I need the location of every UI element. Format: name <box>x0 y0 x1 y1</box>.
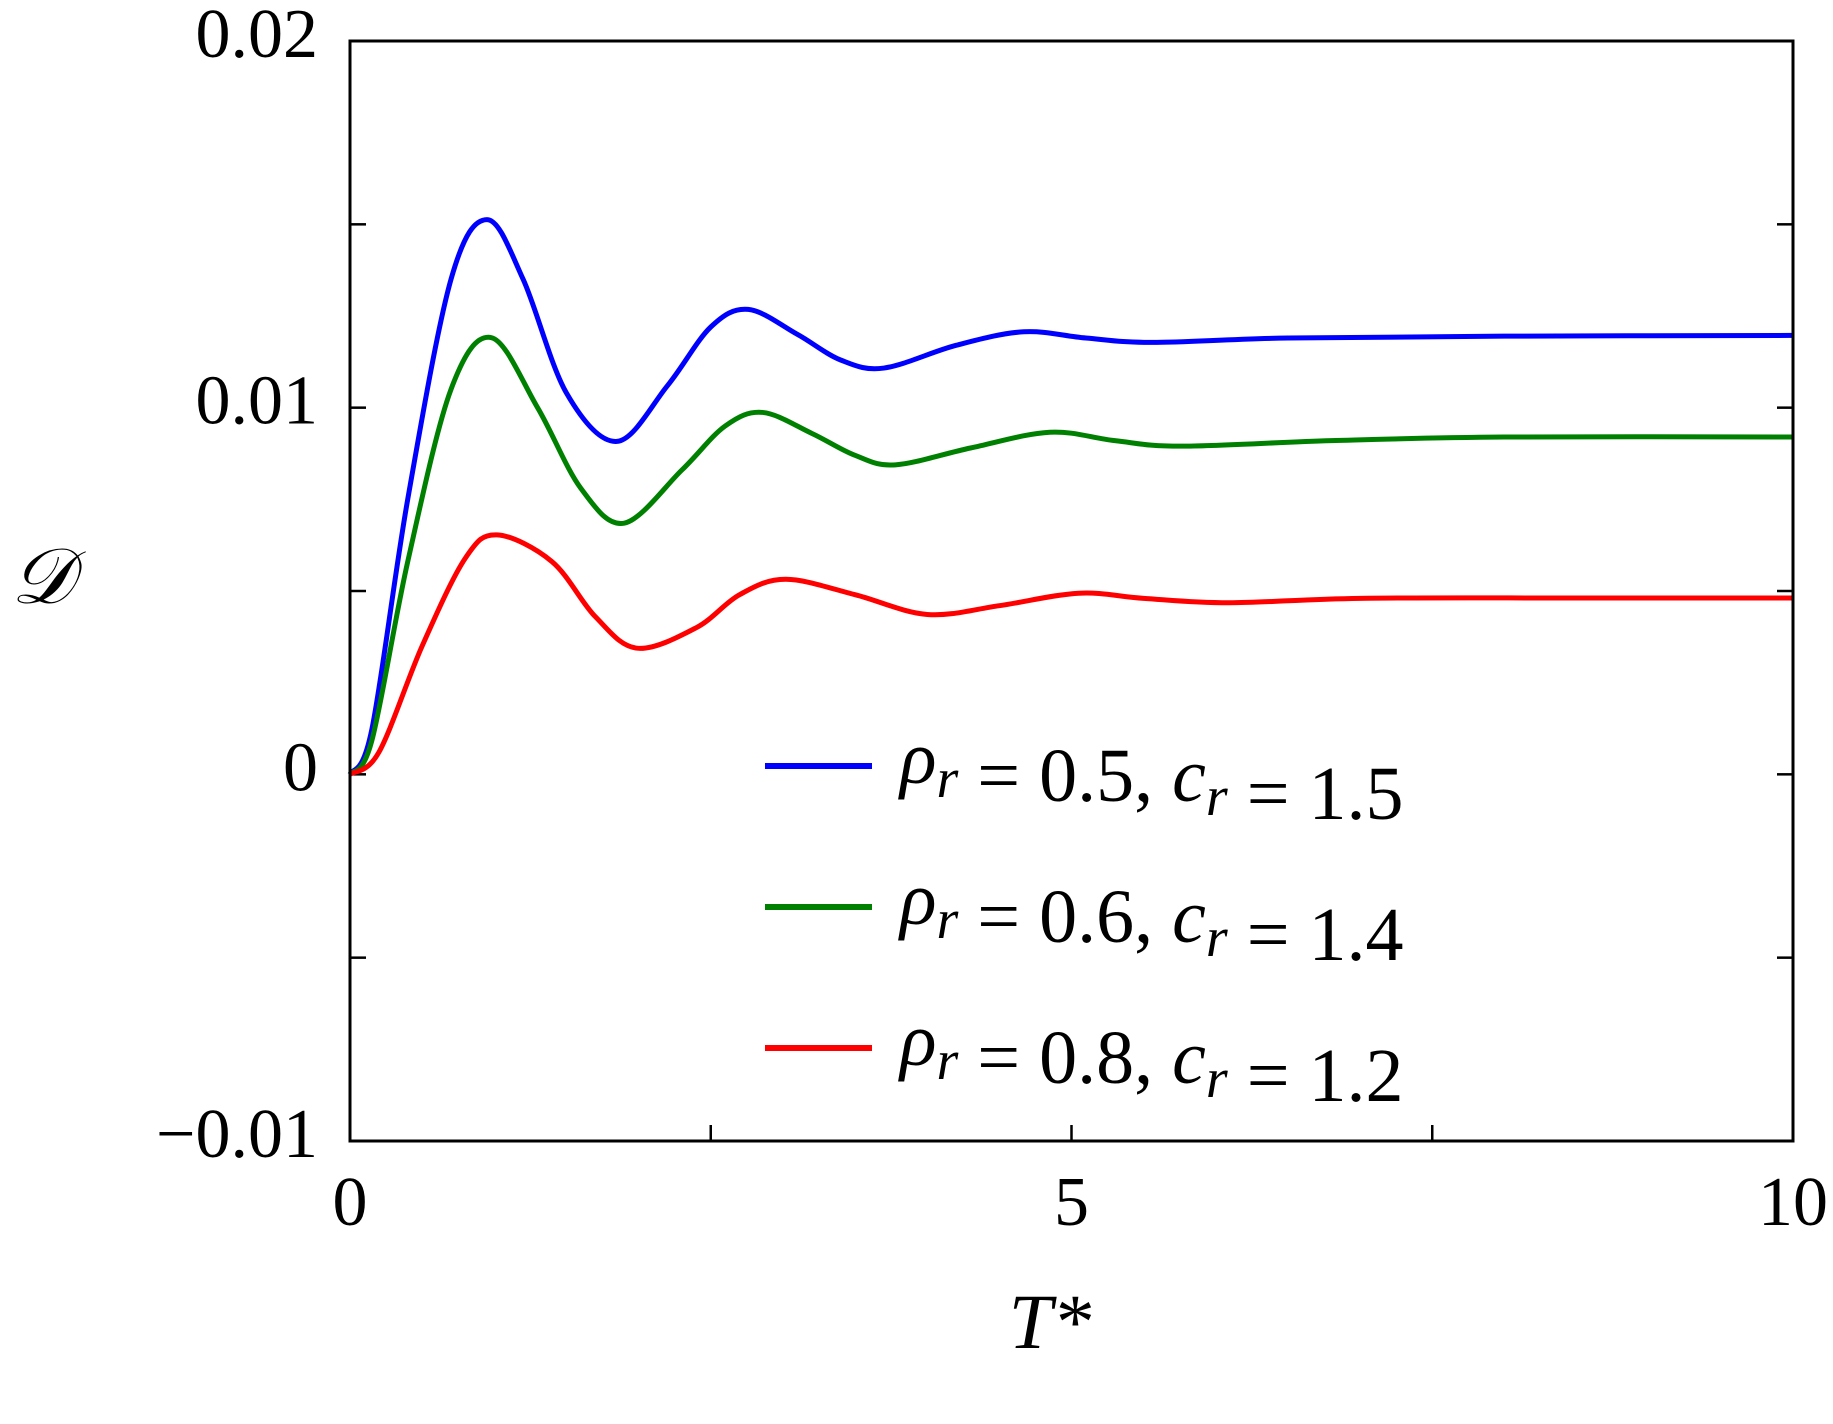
legend-label: ρr = 0.8, cr = 1.2 <box>898 998 1404 1118</box>
y-tick-label: 0.02 <box>196 0 319 73</box>
x-tick-label: 10 <box>1758 1164 1828 1241</box>
y-axis-label: 𝒟 <box>11 533 86 620</box>
series-line <box>347 217 1794 776</box>
series-line <box>348 532 1794 777</box>
y-tick-label: −0.01 <box>156 1096 318 1173</box>
y-tick-label: 0 <box>283 729 318 806</box>
plot-frame <box>348 39 1795 1143</box>
y-tick-label: 0.01 <box>196 363 319 440</box>
x-axis-label: T* <box>1009 1278 1091 1365</box>
legend-label: ρr = 0.5, cr = 1.5 <box>898 716 1404 836</box>
legend-label: ρr = 0.6, cr = 1.4 <box>898 857 1404 977</box>
x-tick-label: 5 <box>1054 1164 1089 1241</box>
x-tick-label: 0 <box>333 1164 368 1241</box>
series-line <box>347 334 1794 777</box>
